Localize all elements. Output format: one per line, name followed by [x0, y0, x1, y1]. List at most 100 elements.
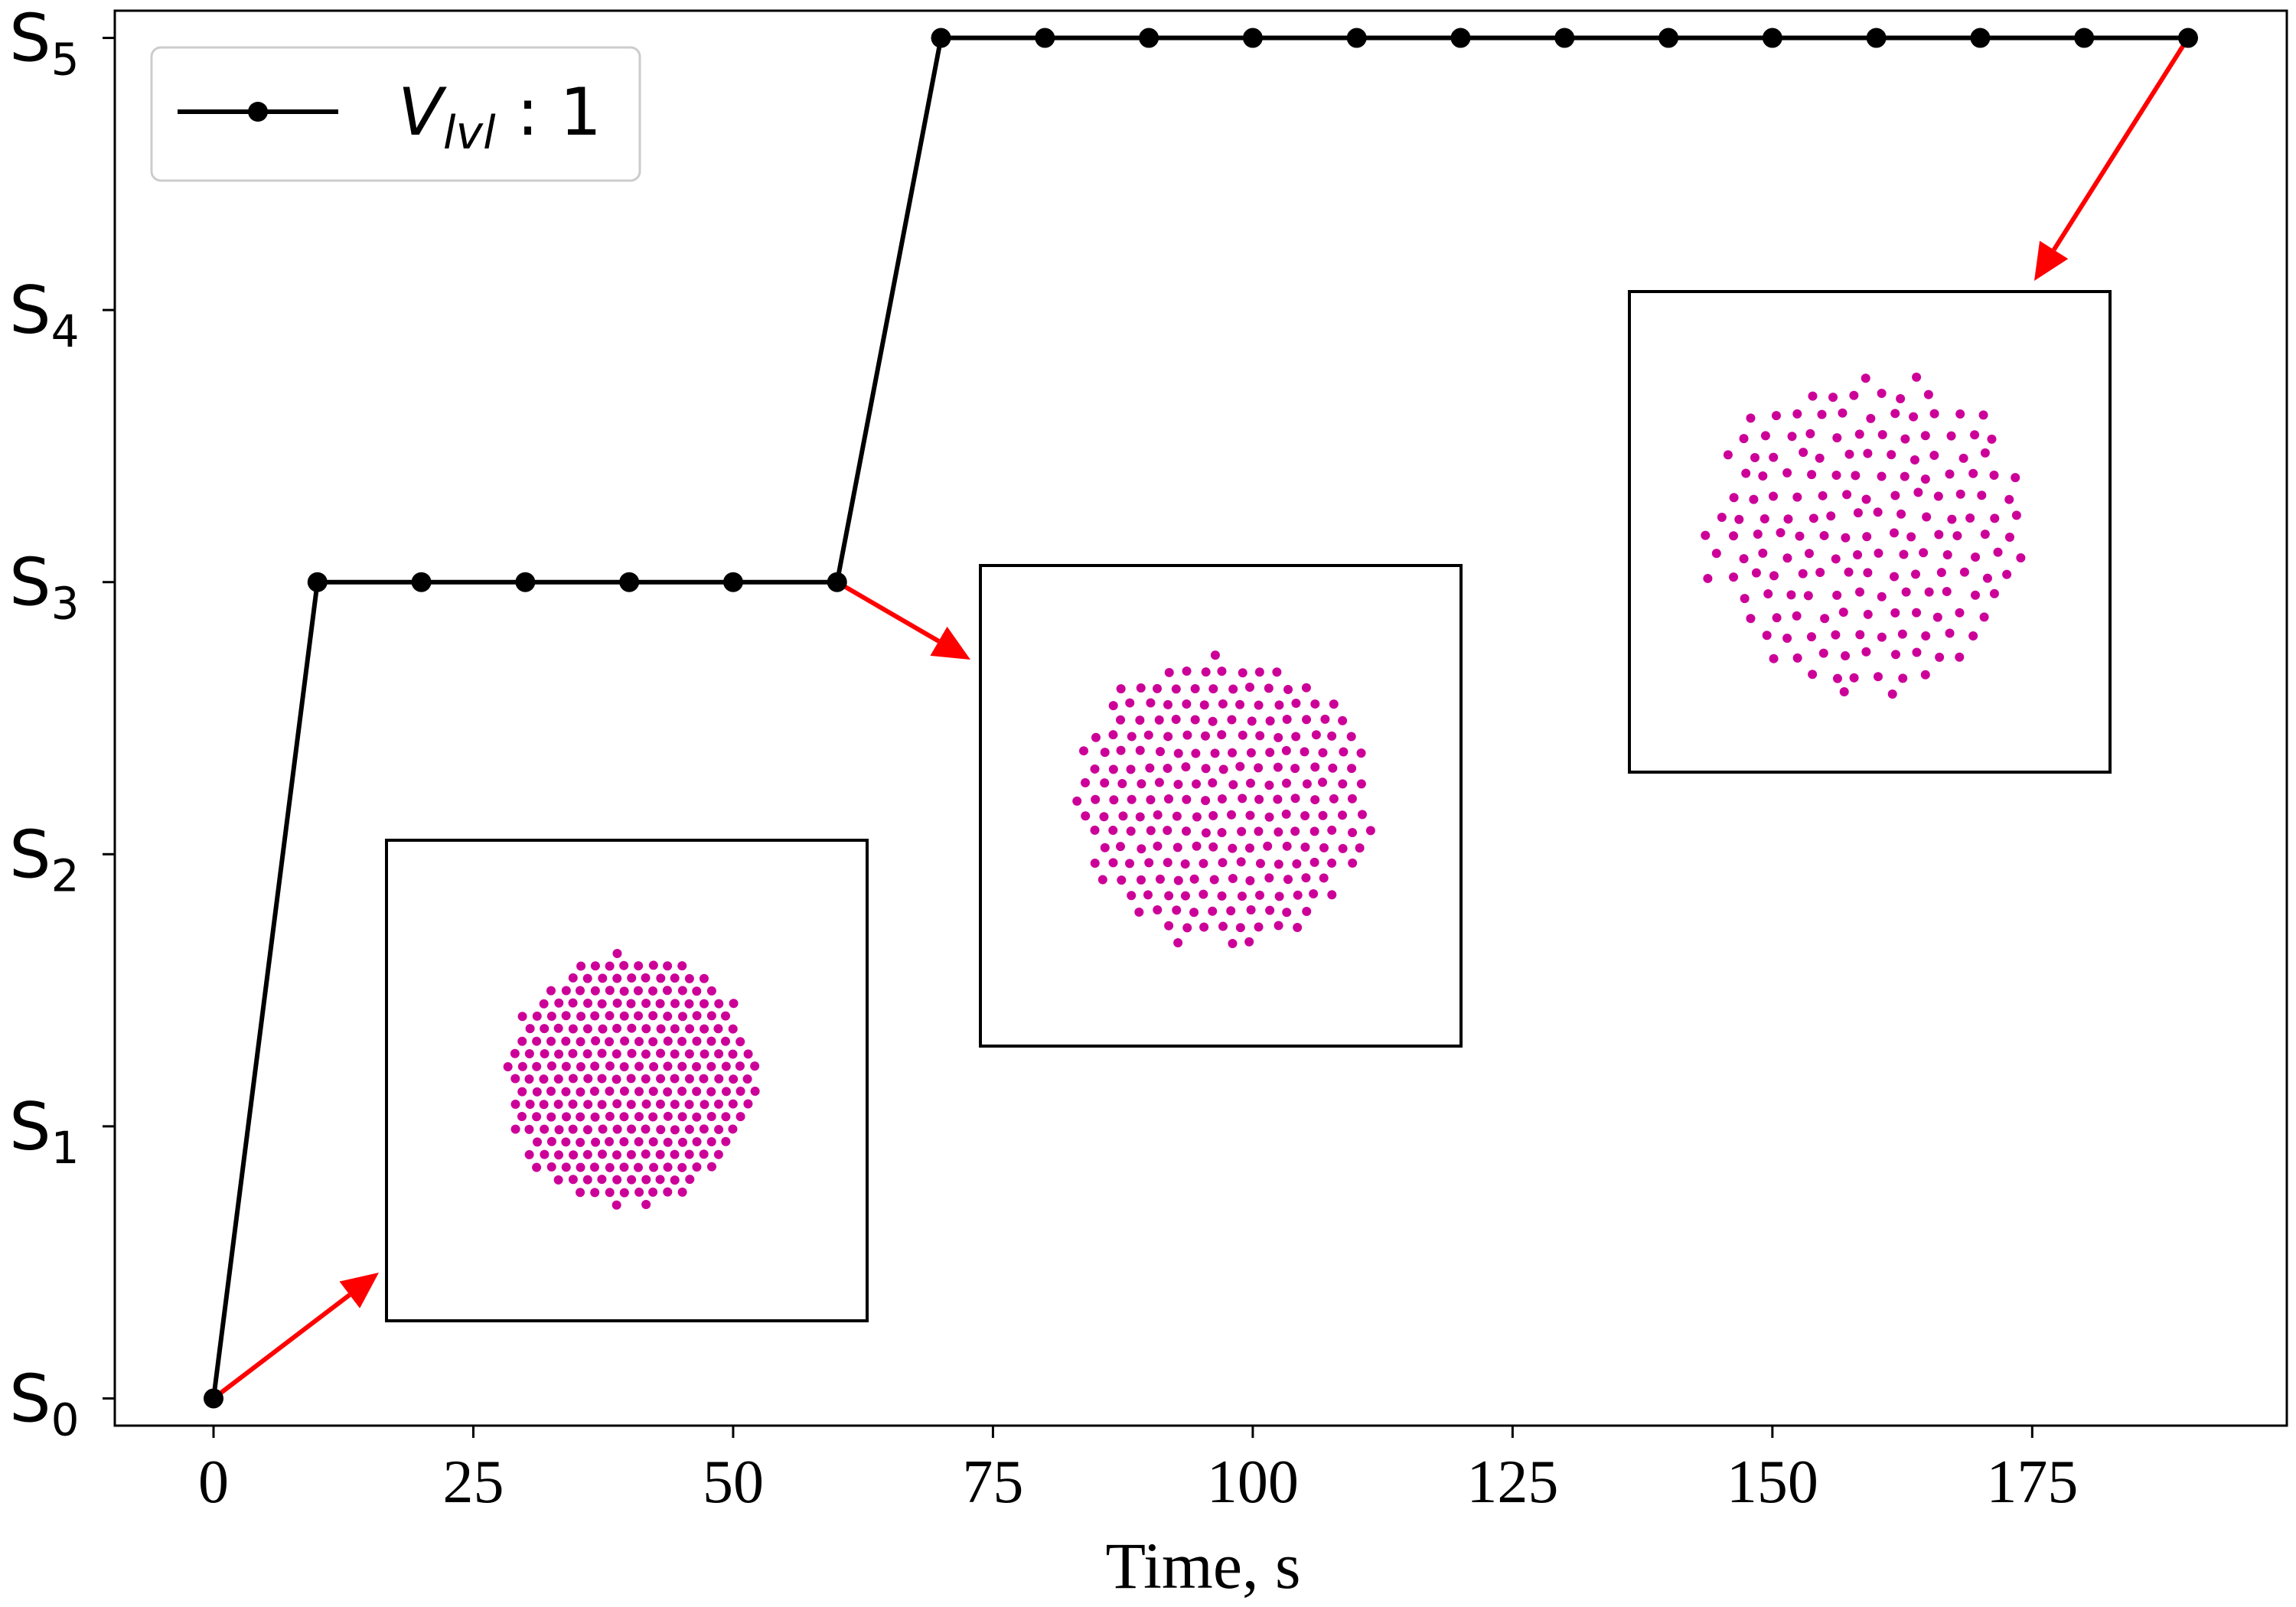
particle-dot [1805, 429, 1815, 438]
particle-dot [517, 1012, 527, 1022]
particle-dot [1338, 715, 1348, 725]
particle-dot [546, 1061, 556, 1071]
y-tick-base: S [9, 1089, 51, 1165]
particle-dot [1244, 682, 1254, 692]
particle-dot [1310, 762, 1320, 772]
particle-dot [1347, 764, 1357, 774]
particle-dot [626, 1149, 636, 1159]
data-point [307, 572, 328, 592]
particle-dot [532, 1112, 542, 1122]
particle-dot [1201, 667, 1211, 677]
particle-dot [1942, 550, 1952, 560]
particle-dot [1282, 841, 1292, 851]
particle-dot [713, 1099, 723, 1109]
particle-dot [1838, 408, 1848, 418]
particle-dot [670, 1175, 680, 1185]
particle-dot [1301, 683, 1311, 693]
particle-dot [1264, 812, 1274, 822]
particle-dot [743, 1099, 753, 1109]
particle-dot [561, 1137, 571, 1147]
particle-dot [1877, 592, 1887, 601]
particle-dot [684, 973, 694, 983]
particle-dot [1746, 413, 1756, 423]
particle-dot [1832, 590, 1842, 600]
particle-dot [1116, 842, 1126, 852]
particle-dot [684, 999, 694, 1009]
particle-dot [1182, 923, 1192, 933]
particle-dot [728, 1099, 738, 1109]
particle-dot [648, 1112, 658, 1122]
data-point [1762, 28, 1782, 48]
particle-dot [1265, 716, 1275, 726]
particle-dot [1787, 432, 1797, 442]
particle-dot [1945, 628, 1955, 638]
particle-dot [1906, 532, 1916, 542]
particle-dot [1739, 434, 1749, 444]
particle-dot [1758, 471, 1768, 481]
particle-dot [627, 1124, 637, 1134]
particle-dot [648, 1037, 658, 1047]
particle-dot [1839, 687, 1849, 697]
data-point [1242, 28, 1263, 48]
particle-dot [1201, 764, 1211, 774]
particle-dot [1309, 826, 1319, 836]
particle-dot [1993, 547, 2003, 557]
particle-dot [721, 1136, 731, 1146]
particle-dot [597, 1149, 607, 1159]
particle-dot [1912, 647, 1922, 657]
particle-dot [1235, 923, 1245, 933]
particle-dot [1081, 777, 1091, 787]
particle-dot [1717, 512, 1727, 522]
particle-dot [1182, 667, 1192, 676]
particle-dot [648, 960, 658, 970]
particle-dot [517, 1112, 527, 1122]
particle-dot [1923, 390, 1933, 399]
particle-dot [1254, 794, 1264, 804]
particle-dot [706, 1162, 716, 1172]
particle-dot [714, 1125, 724, 1135]
particle-dot [1792, 611, 1802, 621]
particle-dot [583, 998, 593, 1008]
particle-dot [533, 1137, 543, 1147]
particle-dot [1723, 450, 1733, 460]
particle-dot [1920, 431, 1930, 441]
particle-dot [517, 1036, 527, 1046]
particle-dot [641, 1124, 651, 1134]
particle-dot [1873, 507, 1883, 517]
y-tick-sub: 2 [51, 849, 80, 901]
x-tick-label: 75 [962, 1449, 1023, 1516]
particle-dot [663, 1012, 673, 1022]
particle-dot [1293, 890, 1303, 900]
particle-dot [1760, 431, 1770, 441]
particle-dot [1955, 652, 1965, 662]
particle-dot [1946, 431, 1956, 441]
particle-dot [1989, 471, 1999, 481]
particle-dot [1990, 513, 2000, 523]
particle-dot [1143, 730, 1153, 740]
particle-dot [1228, 780, 1238, 790]
particle-dot [590, 1188, 600, 1198]
particle-dot [1820, 614, 1830, 624]
particle-dot [706, 1087, 716, 1097]
particle-dot [1199, 859, 1208, 869]
particle-dot [1806, 632, 1816, 642]
particle-dot [553, 1100, 563, 1110]
particle-dot [1163, 699, 1172, 709]
particle-dot [1228, 684, 1238, 694]
particle-dot [1146, 826, 1156, 836]
particle-dot [576, 1162, 585, 1172]
particle-dot [1172, 905, 1182, 915]
particle-dot [524, 1074, 534, 1084]
particle-dot [553, 1175, 563, 1185]
x-tick-label: 150 [1727, 1449, 1818, 1516]
particle-dot [1163, 794, 1173, 804]
particle-dot [1191, 748, 1201, 758]
particle-dot [546, 1112, 556, 1122]
particle-dot [706, 1011, 716, 1021]
particle-dot [685, 1024, 695, 1034]
particle-dot [619, 960, 629, 970]
particle-dot [1293, 923, 1303, 933]
particle-dot [1283, 685, 1293, 695]
particle-dot [1199, 889, 1208, 899]
particle-dot [1854, 429, 1864, 439]
